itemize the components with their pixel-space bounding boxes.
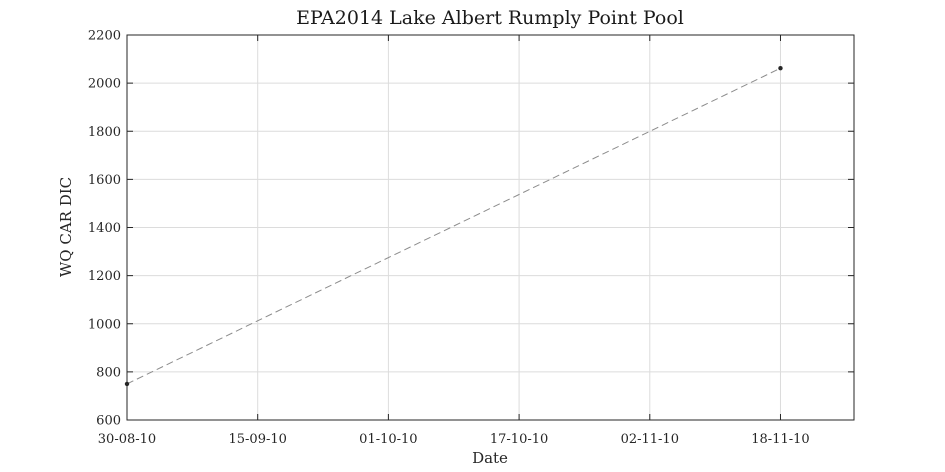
x-tick-label: 15-09-10 bbox=[228, 432, 286, 447]
tick-layer: 600 800 1000 1200 1400 1600 1800 2000 2200 30-08-… bbox=[88, 29, 854, 447]
x-tick-label: 30-08-10 bbox=[98, 432, 156, 447]
x-axis-label: Date bbox=[472, 449, 508, 467]
x-tick-label: 02-11-10 bbox=[621, 432, 679, 447]
grid-layer bbox=[126, 34, 854, 421]
y-tick-label: 600 bbox=[96, 414, 121, 429]
y-tick-label: 800 bbox=[96, 365, 121, 380]
chart-title: EPA2014 Lake Albert Rumply Point Pool bbox=[296, 7, 684, 29]
data-point bbox=[778, 66, 783, 71]
y-tick-label: 1400 bbox=[88, 221, 121, 236]
y-tick-label: 1000 bbox=[88, 317, 121, 332]
y-tick-label: 1600 bbox=[88, 173, 121, 188]
x-tick-label: 18-11-10 bbox=[751, 432, 809, 447]
y-tick-label: 2000 bbox=[88, 77, 121, 92]
series-line bbox=[126, 67, 781, 385]
series-layer bbox=[124, 66, 783, 387]
x-tick-label: 01-10-10 bbox=[359, 432, 417, 447]
y-tick-label: 1800 bbox=[88, 125, 121, 140]
x-tick-label: 17-10-10 bbox=[490, 432, 548, 447]
y-axis-label: WQ CAR DIC bbox=[57, 177, 75, 277]
y-tick-label: 1200 bbox=[88, 269, 121, 284]
y-tick-label: 2200 bbox=[88, 29, 121, 44]
